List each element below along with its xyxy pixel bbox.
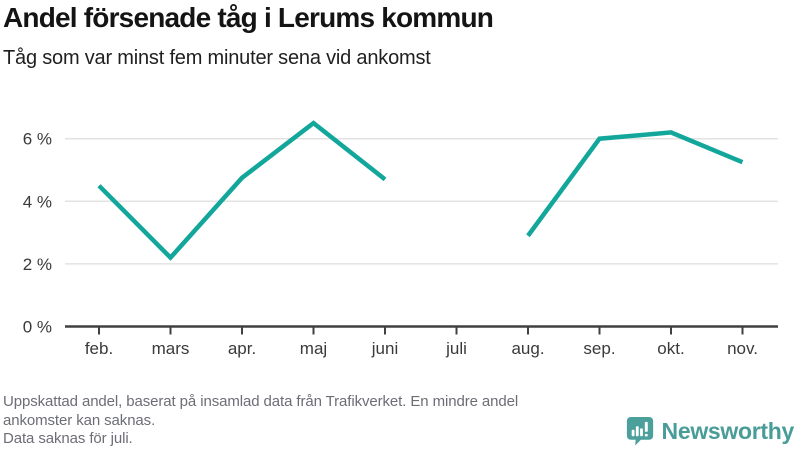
newsworthy-logo: Newsworthy <box>626 416 794 446</box>
y-axis-tick-label: 2 % <box>23 255 52 274</box>
note-line-1: Uppskattad andel, baserat på insamlad da… <box>3 393 519 410</box>
newsworthy-bubble-chart-icon <box>626 417 653 446</box>
x-axis-tick-label: mars <box>152 339 190 358</box>
chart-title: Andel försenade tåg i Lerums kommun <box>3 2 494 33</box>
x-axis-tick-label: okt. <box>657 339 684 358</box>
x-axis-tick-label: sep. <box>583 339 615 358</box>
x-axis-tick-label: aug. <box>511 339 544 358</box>
x-axis-tick-label: juni <box>371 339 398 358</box>
y-axis-tick-label: 6 % <box>23 130 52 149</box>
y-axis-tick-label: 4 % <box>23 192 52 211</box>
x-axis-tick-label: maj <box>300 339 327 358</box>
data-line-segment <box>97 120 387 261</box>
x-axis-tick-label: nov. <box>727 339 758 358</box>
data-line-segment <box>526 130 744 238</box>
source-note: Uppskattad andel, baserat på insamlad da… <box>3 393 518 449</box>
note-line-3: Data saknas för juli. <box>3 430 133 447</box>
y-axis-tick-label: 0 % <box>23 318 52 337</box>
note-line-2: ankomster kan saknas. <box>3 411 156 429</box>
newsworthy-wordmark: Newsworthy <box>661 417 795 444</box>
x-axis-tick-label: apr. <box>228 339 256 358</box>
x-axis-tick-label: feb. <box>85 339 113 358</box>
x-axis-tick-label: juli <box>445 339 467 358</box>
chart-subtitle: Tåg som var minst fem minuter sena vid a… <box>3 47 431 69</box>
